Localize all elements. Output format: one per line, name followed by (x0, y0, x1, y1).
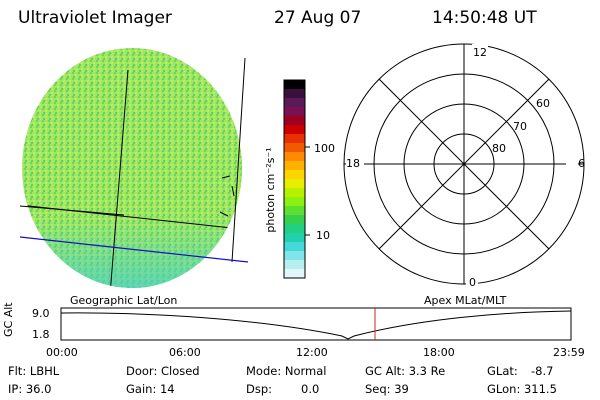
colorbar-cell (284, 89, 305, 99)
colorbar-tick-100: 100 (314, 142, 335, 155)
status-dsp-label: Dsp: (246, 382, 273, 396)
colorbar-cell (284, 242, 305, 252)
magnetic-equator-line (19, 236, 249, 263)
timeline-ytick-9: 9.0 (32, 307, 50, 320)
colorbar-cell (284, 125, 305, 135)
colorbar-cells (284, 80, 305, 279)
colorbar-cell (284, 152, 305, 162)
mlt-label-18: 18 (346, 157, 360, 170)
status-dsp-value: 0.0 (301, 382, 320, 396)
mlt-label-12: 12 (473, 46, 487, 59)
polar-plot (343, 43, 585, 286)
colorbar-cell (284, 179, 305, 189)
status-mode: Mode: Normal (246, 364, 327, 378)
colorbar-tick-10: 10 (316, 229, 330, 242)
status-filter: Flt: LBHL (8, 364, 60, 378)
mlat-label-60: 60 (536, 97, 550, 110)
timeline-xtick-2359: 23:59 (553, 346, 585, 359)
meridian-line (231, 57, 246, 263)
app-title: Ultraviolet Imager (18, 8, 172, 28)
timeline-xtick-0600: 06:00 (169, 346, 201, 359)
colorbar-cell (284, 161, 305, 171)
mlt-diagonal-2 (378, 78, 550, 250)
timeline-frame (60, 307, 572, 341)
colorbar-cell (284, 143, 305, 153)
timeline-y-axis-label: GC Alt (2, 302, 15, 337)
colorbar-cell (284, 224, 305, 234)
colorbar: photon cm⁻²s⁻¹ (264, 79, 310, 279)
colorbar-cell (284, 215, 305, 225)
colorbar-cell (284, 260, 305, 270)
status-gain: Gain: 14 (126, 382, 175, 396)
timeline-xtick-0000: 00:00 (46, 346, 78, 359)
colorbar-cell (284, 116, 305, 126)
colorbar-unit-label: photon cm⁻²s⁻¹ (264, 147, 277, 232)
colorbar-cell (284, 197, 305, 207)
geographic-parallel (19, 205, 125, 216)
mlt-label-6: 6 (578, 157, 585, 170)
status-gc-alt: GC Alt: 3.3 Re (365, 364, 446, 378)
status-door: Door: Closed (126, 364, 200, 378)
altitude-curve (60, 310, 572, 340)
colorbar-cell (284, 269, 305, 279)
status-ip: IP: 36.0 (8, 382, 52, 396)
status-seq: Seq: 39 (365, 382, 409, 396)
time-readout: 14:50:48 UT (432, 8, 537, 28)
mlat-label-70: 70 (513, 120, 527, 133)
timeline-xtick-1200: 12:00 (296, 346, 328, 359)
altitude-timeline (60, 307, 572, 341)
colorbar-cell (284, 107, 305, 117)
mlat-label-80: 80 (492, 142, 506, 155)
geographic-panel-title: Geographic Lat/Lon (70, 294, 178, 307)
colorbar-cell (284, 170, 305, 180)
status-glat-label: GLat: (487, 364, 518, 378)
mlt-label-0: 0 (469, 276, 476, 289)
colorbar-cell (284, 98, 305, 108)
auroral-image-panel (19, 48, 249, 288)
timeline-ytick-1_8: 1.8 (32, 328, 50, 341)
terminator-dashes (219, 175, 235, 217)
apex-panel-title: Apex MLat/MLT (424, 294, 507, 307)
colorbar-cell (284, 251, 305, 261)
status-glon: GLon: 311.5 (487, 382, 557, 396)
date-readout: 27 Aug 07 (274, 8, 362, 28)
colorbar-cell (284, 233, 305, 243)
colorbar-cell (284, 80, 305, 90)
timeline-xtick-1800: 18:00 (423, 346, 455, 359)
colorbar-cell (284, 188, 305, 198)
colorbar-cell (284, 206, 305, 216)
status-glat-value: -8.7 (531, 364, 554, 378)
colorbar-cell (284, 134, 305, 144)
